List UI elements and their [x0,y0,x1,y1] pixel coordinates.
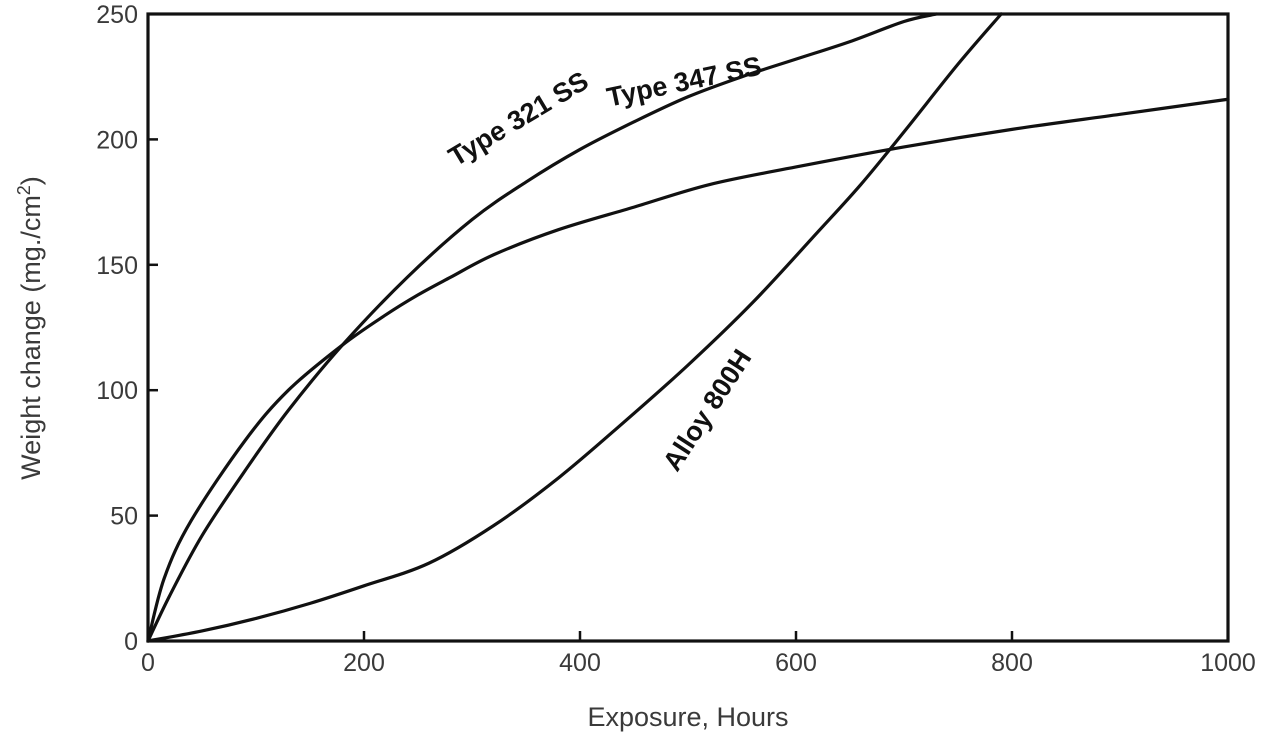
y-axis-title: Weight change (mg./cm2) [14,176,46,480]
y-tick-label: 250 [96,1,138,29]
y-axis-title-close: ) [16,176,46,185]
alloy-800h-label: Alloy 800H [657,344,757,476]
alloy-800h-curve [146,12,1003,643]
y-tick-label: 50 [110,503,138,531]
x-axis-title: Exposure, Hours [587,702,788,732]
y-axis-title-sup: 2 [14,185,34,195]
series-curves [146,12,1230,643]
y-axis-title-main: Weight change (mg./cm [16,195,46,480]
x-axis: 0 200 400 600 800 1000 [141,631,1256,677]
y-tick-label: 0 [124,628,138,656]
plot-frame [146,12,1230,643]
type-347-ss-curve [146,97,1230,643]
x-tick-label: 400 [559,649,601,677]
x-tick-label: 200 [343,649,385,677]
x-tick-label: 600 [775,649,817,677]
y-tick-label: 150 [96,252,138,280]
y-tick-label: 200 [96,126,138,154]
type-321-ss-curve [146,12,938,643]
y-tick-label: 100 [96,377,138,405]
x-tick-label: 1000 [1200,649,1256,677]
y-axis: 0 50 100 150 200 250 [96,1,158,656]
x-tick-label: 800 [991,649,1033,677]
x-tick-label: 0 [141,649,155,677]
type-347-ss-label: Type 347 SS [604,51,764,113]
